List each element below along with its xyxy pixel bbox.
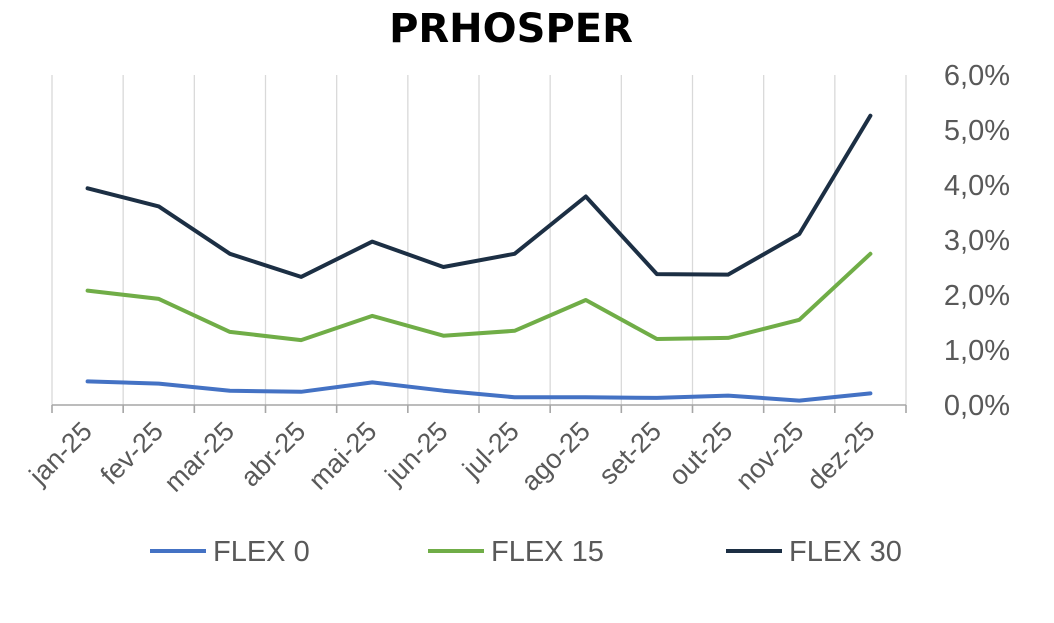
series-lines	[85, 113, 873, 403]
legend-label: FLEX 15	[491, 536, 604, 568]
x-tick-label: out-25	[663, 416, 738, 491]
series-line	[85, 113, 873, 279]
x-tick-label: ago-25	[515, 416, 596, 497]
x-tick-label: jan-25	[23, 416, 98, 491]
x-axis	[51, 404, 907, 413]
legend-label: FLEX 0	[213, 536, 310, 568]
y-axis-tick-labels: 0,0% 1,0% 2,0% 3,0% 4,0% 5,0% 6,0%	[944, 60, 1010, 422]
series-line	[85, 379, 873, 403]
x-tick-label: mai-25	[303, 416, 383, 496]
x-tick-label: nov-25	[730, 416, 810, 496]
y-tick-label: 2,0%	[944, 280, 1010, 312]
x-tick-label: jul-25	[456, 416, 525, 485]
x-tick-label: set-25	[593, 416, 667, 490]
x-tick-label: dez-25	[801, 416, 881, 496]
y-tick-label: 3,0%	[944, 225, 1010, 257]
x-tick-label: fev-25	[95, 416, 169, 490]
legend-label: FLEX 30	[789, 536, 902, 568]
y-tick-label: 0,0%	[944, 390, 1010, 422]
x-tick-label: abr-25	[235, 416, 311, 492]
y-tick-label: 6,0%	[944, 60, 1010, 92]
y-tick-label: 5,0%	[944, 115, 1010, 147]
y-tick-label: 4,0%	[944, 170, 1010, 202]
series-line	[85, 251, 873, 343]
chart-title: PRHOSPER	[389, 6, 633, 52]
legend: FLEX 0 FLEX 15 FLEX 30	[150, 536, 902, 568]
gridlines	[51, 75, 907, 405]
y-tick-label: 1,0%	[944, 335, 1010, 367]
x-tick-label: mar-25	[158, 416, 240, 498]
x-tick-label: jun-25	[379, 416, 454, 491]
